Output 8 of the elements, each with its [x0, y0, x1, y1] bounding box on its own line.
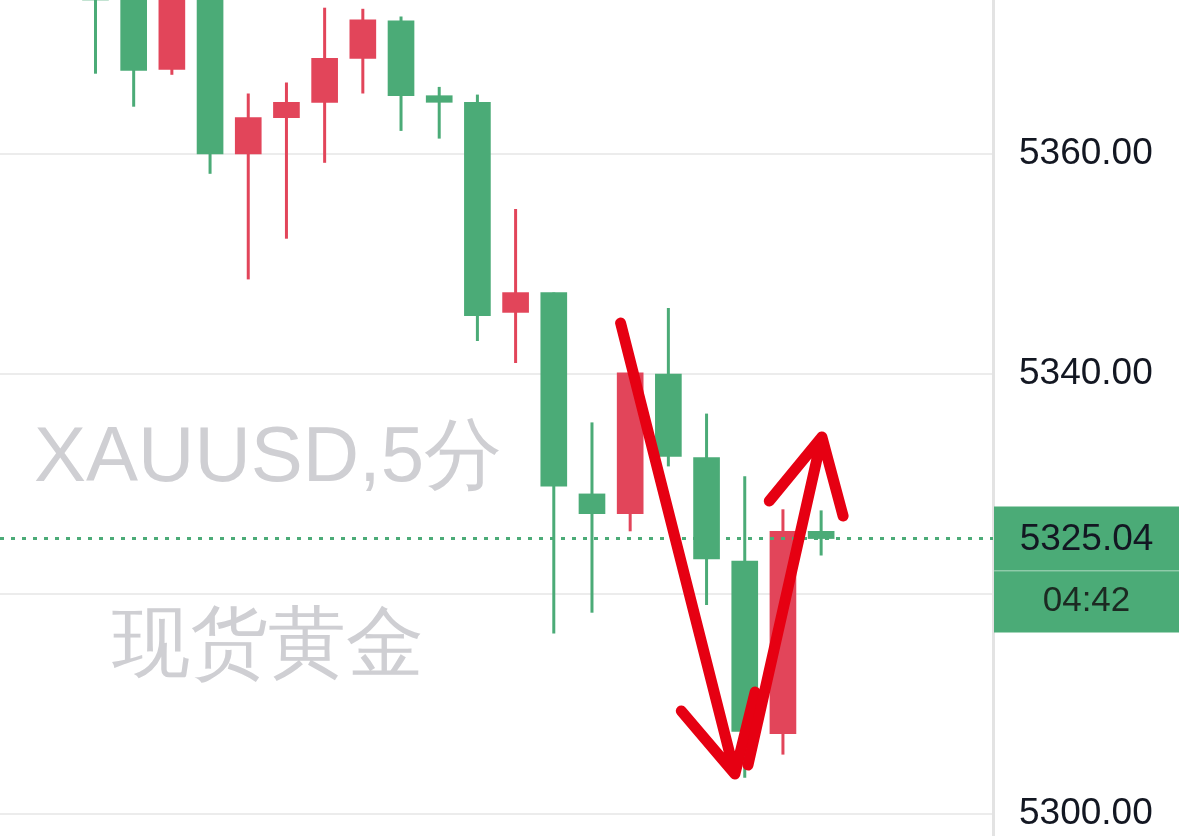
y-tick-label: 5360.00 — [1019, 131, 1153, 173]
candlestick — [273, 82, 300, 239]
y-tick-label: 5340.00 — [1019, 351, 1153, 393]
candlestick — [502, 209, 529, 363]
y-tick-label: 5300.00 — [1019, 791, 1153, 833]
text: 04:42 — [1042, 579, 1131, 619]
ref-line-label: 5325.04 — [1019, 516, 1154, 558]
candlestick — [425, 85, 453, 139]
